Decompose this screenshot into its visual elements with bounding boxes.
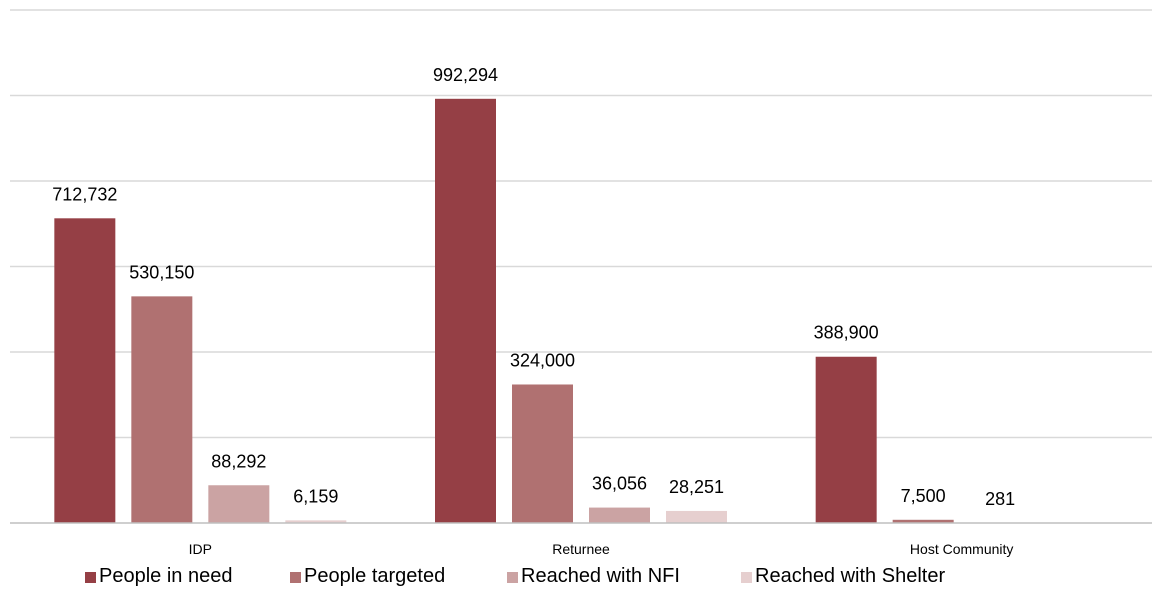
legend-item-reached-with-shelter: Reached with Shelter [741, 565, 945, 587]
bar-idp-people-targeted [131, 296, 193, 523]
legend-label-reached-with-nfi: Reached with NFI [521, 565, 680, 587]
data-label-returnee-people-targeted: 324,000 [510, 350, 575, 370]
legend-label-people-in-need: People in need [99, 565, 232, 587]
legend-label-people-targeted: People targeted [304, 565, 445, 587]
legend-swatch-people-targeted [290, 572, 301, 583]
legend-item-reached-with-nfi: Reached with NFI [507, 565, 680, 587]
data-label-returnee-reached-with-nfi: 36,056 [592, 474, 647, 494]
data-label-host-community-people-targeted: 7,500 [901, 486, 946, 506]
x-tick-label-returnee: Returnee [552, 541, 610, 557]
x-axis-tick-labels: IDP Returnee Host Community [189, 541, 1014, 557]
bar-returnee-reached-with-nfi [589, 507, 650, 523]
bar-returnee-people-in-need [435, 98, 496, 523]
data-label-idp-reached-with-nfi: 88,292 [211, 451, 266, 471]
legend-swatch-reached-with-shelter [741, 572, 752, 583]
bar-host-community-people-targeted [892, 519, 954, 523]
bar-returnee-people-targeted [512, 384, 573, 523]
legend-label-reached-with-shelter: Reached with Shelter [755, 565, 945, 587]
data-label-returnee-people-in-need: 992,294 [433, 65, 498, 85]
legend-swatch-people-in-need [85, 572, 96, 583]
x-tick-label-host-community: Host Community [910, 541, 1013, 557]
bar-idp-reached-with-shelter [285, 520, 347, 523]
x-tick-label-idp: IDP [189, 541, 212, 557]
gridlines [10, 9, 1152, 439]
bar-idp-reached-with-nfi [208, 485, 270, 523]
data-labels: 712,732 530,150 88,292 6,159 992,294 324,000 3… [52, 65, 1015, 509]
bar-idp-people-in-need [54, 218, 116, 523]
legend-swatch-reached-with-nfi [507, 572, 518, 583]
legend-item-people-in-need: People in need [85, 565, 232, 587]
bars [54, 98, 1031, 523]
data-label-host-community-reached-with-nfi: 281 [985, 489, 1015, 509]
bar-returnee-reached-with-shelter [666, 510, 727, 523]
data-label-returnee-reached-with-shelter: 28,251 [669, 477, 724, 497]
bar-host-community-people-in-need [815, 356, 877, 523]
data-label-idp-people-in-need: 712,732 [52, 184, 117, 204]
data-label-idp-people-targeted: 530,150 [129, 262, 194, 282]
legend: People in need People targeted Reached wit… [85, 565, 945, 587]
legend-item-people-targeted: People targeted [290, 565, 445, 587]
data-label-idp-reached-with-shelter: 6,159 [293, 486, 338, 506]
data-label-host-community-people-in-need: 388,900 [814, 323, 879, 343]
